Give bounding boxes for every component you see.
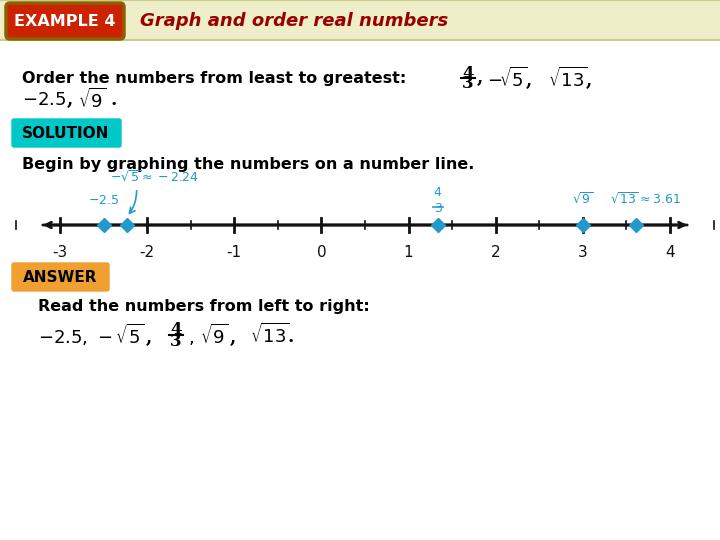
Text: ,: , xyxy=(67,91,73,109)
Text: ,: , xyxy=(477,69,483,87)
Text: 3: 3 xyxy=(170,334,182,350)
Text: .: . xyxy=(111,91,117,109)
FancyBboxPatch shape xyxy=(12,263,109,291)
Text: EXAMPLE 4: EXAMPLE 4 xyxy=(14,14,116,29)
Text: $\sqrt{9}$: $\sqrt{9}$ xyxy=(78,88,107,112)
Text: 4: 4 xyxy=(665,245,675,260)
Text: $-2.5,\,-\sqrt{5}\,$,: $-2.5,\,-\sqrt{5}\,$, xyxy=(38,322,152,348)
Text: 3: 3 xyxy=(433,202,441,215)
Text: 4: 4 xyxy=(462,64,474,82)
Text: -2: -2 xyxy=(140,245,155,260)
Text: Graph and order real numbers: Graph and order real numbers xyxy=(140,12,449,30)
Text: 0: 0 xyxy=(317,245,326,260)
Text: $\sqrt{13}$.: $\sqrt{13}$. xyxy=(250,323,294,347)
Text: $-2.5$: $-2.5$ xyxy=(22,91,66,109)
FancyBboxPatch shape xyxy=(6,3,124,39)
Text: 4: 4 xyxy=(433,186,441,199)
Text: Order the numbers from least to greatest:: Order the numbers from least to greatest… xyxy=(22,71,406,85)
Text: 1: 1 xyxy=(404,245,413,260)
Text: $,\,\sqrt{9}\,$,: $,\,\sqrt{9}\,$, xyxy=(188,322,236,348)
Text: $\sqrt{9}$: $\sqrt{9}$ xyxy=(572,192,593,207)
Text: Begin by graphing the numbers on a number line.: Begin by graphing the numbers on a numbe… xyxy=(22,158,474,172)
Text: $-\!\sqrt{5}$,: $-\!\sqrt{5}$, xyxy=(487,65,532,91)
Text: -3: -3 xyxy=(53,245,68,260)
Text: 3: 3 xyxy=(578,245,588,260)
Bar xyxy=(0,0,720,40)
Text: $\sqrt{13}$,: $\sqrt{13}$, xyxy=(548,65,593,91)
Text: 4: 4 xyxy=(170,321,181,338)
Text: Read the numbers from left to right:: Read the numbers from left to right: xyxy=(38,299,370,314)
Text: $-2.5$: $-2.5$ xyxy=(88,194,120,207)
Text: -1: -1 xyxy=(227,245,242,260)
Text: $\sqrt{13}\approx 3.61$: $\sqrt{13}\approx 3.61$ xyxy=(610,192,681,207)
FancyBboxPatch shape xyxy=(12,119,121,147)
Text: ANSWER: ANSWER xyxy=(23,269,97,285)
Text: SOLUTION: SOLUTION xyxy=(22,125,109,140)
Text: $-\sqrt{5}\approx -2.24$: $-\sqrt{5}\approx -2.24$ xyxy=(110,170,199,185)
Text: 2: 2 xyxy=(491,245,500,260)
Text: 3: 3 xyxy=(462,76,474,92)
